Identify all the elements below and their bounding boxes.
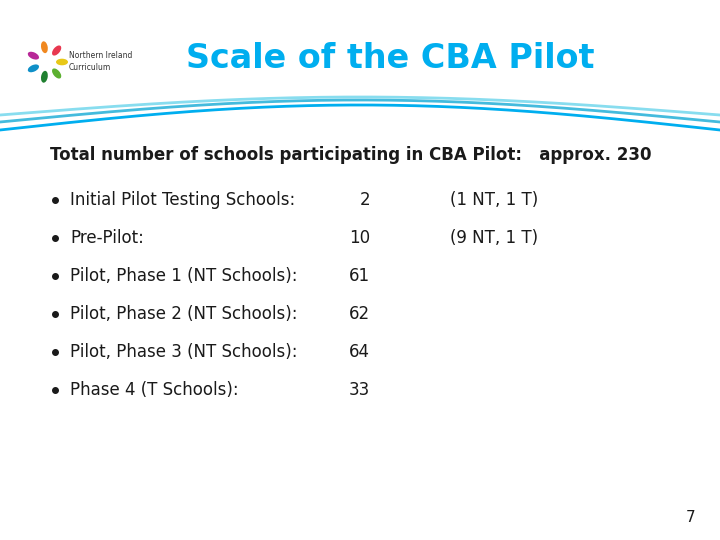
Text: 7: 7 [685, 510, 695, 525]
Text: 33: 33 [348, 381, 370, 399]
Text: Total number of schools participating in CBA Pilot:   approx. 230: Total number of schools participating in… [50, 146, 652, 164]
Ellipse shape [28, 52, 39, 59]
Text: (1 NT, 1 T): (1 NT, 1 T) [450, 191, 539, 209]
Text: 2: 2 [359, 191, 370, 209]
Text: Phase 4 (T Schools):: Phase 4 (T Schools): [70, 381, 238, 399]
Ellipse shape [52, 45, 61, 56]
Ellipse shape [56, 59, 68, 65]
Text: Pilot, Phase 3 (NT Schools):: Pilot, Phase 3 (NT Schools): [70, 343, 297, 361]
Ellipse shape [41, 71, 48, 83]
Text: Initial Pilot Testing Schools:: Initial Pilot Testing Schools: [70, 191, 295, 209]
Ellipse shape [52, 69, 61, 78]
Text: 62: 62 [349, 305, 370, 323]
Text: Curriculum: Curriculum [69, 63, 112, 71]
Text: Pre-Pilot:: Pre-Pilot: [70, 229, 144, 247]
Ellipse shape [41, 41, 48, 53]
Text: 64: 64 [349, 343, 370, 361]
Text: Northern Ireland: Northern Ireland [69, 51, 132, 60]
Text: 10: 10 [349, 229, 370, 247]
Ellipse shape [28, 64, 39, 72]
Text: Scale of the CBA Pilot: Scale of the CBA Pilot [186, 42, 594, 75]
Text: Pilot, Phase 2 (NT Schools):: Pilot, Phase 2 (NT Schools): [70, 305, 297, 323]
Text: 61: 61 [349, 267, 370, 285]
Text: Pilot, Phase 1 (NT Schools):: Pilot, Phase 1 (NT Schools): [70, 267, 297, 285]
Text: (9 NT, 1 T): (9 NT, 1 T) [450, 229, 538, 247]
